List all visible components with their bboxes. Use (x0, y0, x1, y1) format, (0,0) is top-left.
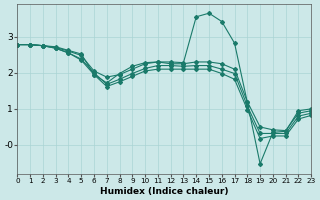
X-axis label: Humidex (Indice chaleur): Humidex (Indice chaleur) (100, 187, 228, 196)
